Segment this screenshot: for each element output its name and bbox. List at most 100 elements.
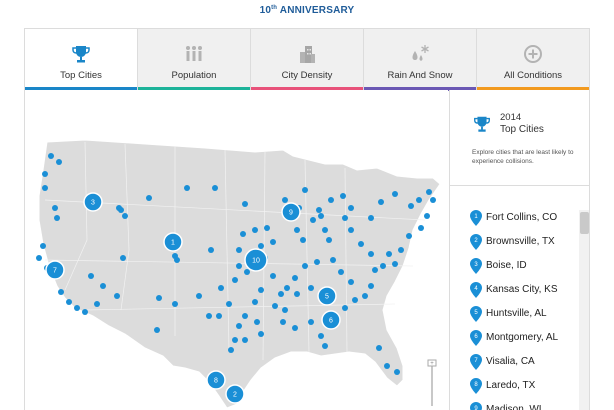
city-marker[interactable] <box>368 251 374 257</box>
city-marker[interactable] <box>154 327 160 333</box>
list-item[interactable]: 3 Boise, ID <box>450 256 578 280</box>
city-marker[interactable] <box>244 269 250 275</box>
city-marker[interactable] <box>416 197 422 203</box>
tab-rain-and-snow[interactable]: Rain And Snow <box>363 29 476 91</box>
tab-all-conditions[interactable]: All Conditions <box>476 29 589 91</box>
city-marker[interactable] <box>318 213 324 219</box>
city-marker[interactable] <box>308 285 314 291</box>
city-marker[interactable] <box>100 283 106 289</box>
city-marker[interactable] <box>270 273 276 279</box>
city-marker[interactable] <box>292 325 298 331</box>
city-marker[interactable] <box>278 291 284 297</box>
city-marker[interactable] <box>218 285 224 291</box>
tab-top-cities[interactable]: Top Cities <box>25 29 137 91</box>
us-map[interactable]: 1 2 3 5 6 7 8 9 10 + <box>24 90 448 410</box>
list-item[interactable]: 4 Kansas City, KS <box>450 280 578 304</box>
city-marker[interactable] <box>392 191 398 197</box>
city-marker[interactable] <box>240 231 246 237</box>
city-marker[interactable] <box>314 259 320 265</box>
city-marker[interactable] <box>58 289 64 295</box>
city-marker[interactable] <box>258 287 264 293</box>
city-marker[interactable] <box>328 197 334 203</box>
city-marker[interactable] <box>184 185 190 191</box>
city-marker[interactable] <box>36 255 42 261</box>
city-marker[interactable] <box>302 187 308 193</box>
city-marker[interactable] <box>300 237 306 243</box>
city-marker[interactable] <box>94 301 100 307</box>
city-marker[interactable] <box>156 295 162 301</box>
city-marker[interactable] <box>254 319 260 325</box>
city-marker[interactable] <box>122 213 128 219</box>
city-marker[interactable] <box>358 241 364 247</box>
city-marker[interactable] <box>330 257 336 263</box>
city-marker[interactable] <box>242 313 248 319</box>
city-marker[interactable] <box>146 195 152 201</box>
city-marker[interactable] <box>398 247 404 253</box>
ranked-city-marker[interactable]: 10 <box>244 248 268 272</box>
list-item[interactable]: 9 Madison, WI <box>450 400 578 410</box>
city-marker[interactable] <box>206 313 212 319</box>
city-marker[interactable] <box>418 225 424 231</box>
city-marker[interactable] <box>406 233 412 239</box>
city-marker[interactable] <box>294 291 300 297</box>
city-marker[interactable] <box>318 333 324 339</box>
city-marker[interactable] <box>172 301 178 307</box>
city-marker[interactable] <box>270 239 276 245</box>
city-marker[interactable] <box>284 285 290 291</box>
city-marker[interactable] <box>378 199 384 205</box>
city-marker[interactable] <box>384 363 390 369</box>
city-marker[interactable] <box>264 225 270 231</box>
ranked-city-marker[interactable]: 6 <box>321 310 341 330</box>
city-marker[interactable] <box>430 197 436 203</box>
city-marker[interactable] <box>212 185 218 191</box>
city-marker[interactable] <box>42 185 48 191</box>
city-marker[interactable] <box>48 153 54 159</box>
city-marker[interactable] <box>376 345 382 351</box>
city-marker[interactable] <box>242 201 248 207</box>
city-marker[interactable] <box>322 227 328 233</box>
city-marker[interactable] <box>292 275 298 281</box>
ranked-city-marker[interactable]: 2 <box>225 384 245 404</box>
city-marker[interactable] <box>40 243 46 249</box>
city-marker[interactable] <box>232 277 238 283</box>
city-marker[interactable] <box>74 305 80 311</box>
city-marker[interactable] <box>338 269 344 275</box>
ranked-city-marker[interactable]: 1 <box>163 232 183 252</box>
list-item[interactable]: 7 Visalia, CA <box>450 352 578 376</box>
list-item[interactable]: 6 Montgomery, AL <box>450 328 578 352</box>
city-marker[interactable] <box>372 267 378 273</box>
city-marker[interactable] <box>82 309 88 315</box>
city-marker[interactable] <box>252 299 258 305</box>
city-marker[interactable] <box>302 263 308 269</box>
ranked-city-marker[interactable]: 3 <box>83 192 103 212</box>
city-marker[interactable] <box>232 337 238 343</box>
city-marker[interactable] <box>42 171 48 177</box>
city-marker[interactable] <box>352 297 358 303</box>
city-marker[interactable] <box>310 217 316 223</box>
city-marker[interactable] <box>258 331 264 337</box>
city-marker[interactable] <box>236 247 242 253</box>
city-marker[interactable] <box>272 303 278 309</box>
city-marker[interactable] <box>348 205 354 211</box>
city-marker[interactable] <box>322 343 328 349</box>
list-item[interactable]: 5 Huntsville, AL <box>450 304 578 328</box>
city-marker[interactable] <box>426 189 432 195</box>
city-marker[interactable] <box>88 273 94 279</box>
ranked-city-marker[interactable]: 9 <box>281 202 301 222</box>
city-marker[interactable] <box>56 159 62 165</box>
ranked-city-marker[interactable]: 7 <box>45 260 65 280</box>
city-marker[interactable] <box>236 323 242 329</box>
scrollbar-thumb[interactable] <box>580 212 589 234</box>
city-marker[interactable] <box>348 279 354 285</box>
city-marker[interactable] <box>196 293 202 299</box>
city-marker[interactable] <box>408 203 414 209</box>
city-marker[interactable] <box>386 251 392 257</box>
city-marker[interactable] <box>316 207 322 213</box>
list-item[interactable]: 8 Laredo, TX <box>450 376 578 400</box>
city-marker[interactable] <box>342 305 348 311</box>
city-marker[interactable] <box>348 227 354 233</box>
city-marker[interactable] <box>282 307 288 313</box>
city-marker[interactable] <box>380 263 386 269</box>
ranked-city-marker[interactable]: 8 <box>206 370 226 390</box>
sidebar-scrollbar[interactable] <box>579 210 589 410</box>
